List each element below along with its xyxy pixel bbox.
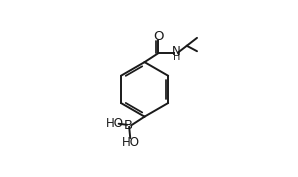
Text: HO: HO	[106, 117, 124, 130]
Text: B: B	[124, 119, 133, 132]
Text: O: O	[153, 30, 163, 43]
Text: N: N	[172, 45, 181, 58]
Text: HO: HO	[122, 136, 140, 149]
Text: H: H	[173, 52, 180, 62]
